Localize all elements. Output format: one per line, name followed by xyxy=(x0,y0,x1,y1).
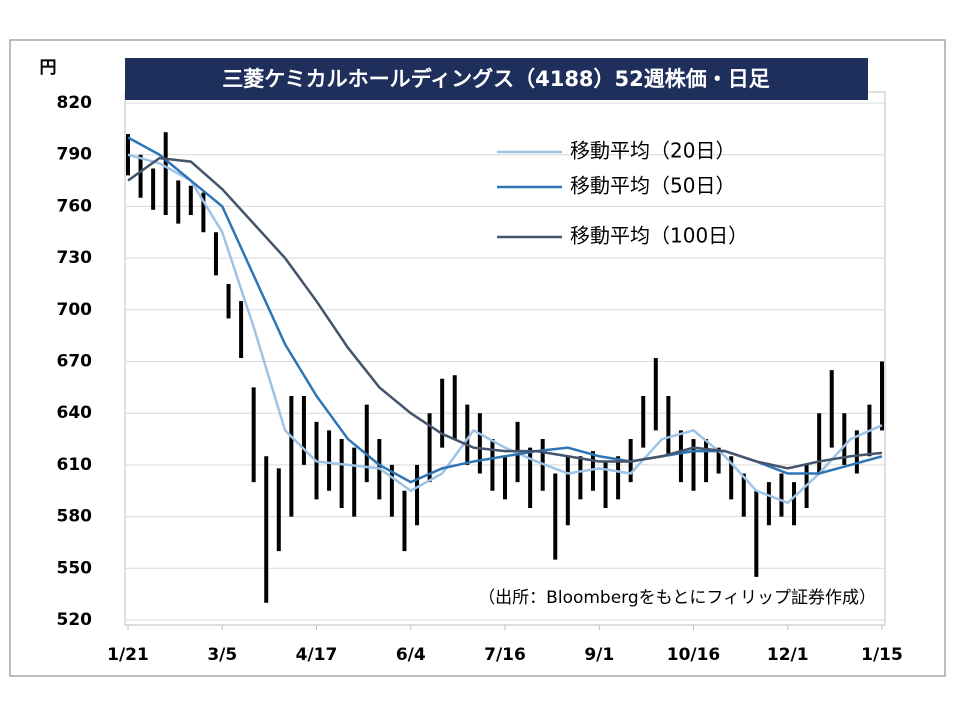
legend-label: 移動平均（100日） xyxy=(570,224,748,248)
frame xyxy=(9,39,946,677)
y-tick-label: 730 xyxy=(57,248,93,268)
y-tick-label: 790 xyxy=(57,145,93,165)
y-tick-label: 580 xyxy=(57,507,93,527)
y-tick-label: 550 xyxy=(57,558,93,578)
moving-average-line xyxy=(127,156,883,470)
x-tick-label: 3/5 xyxy=(207,645,237,665)
chart-title: 三菱ケミカルホールディングス（4188）52週株価・日足 xyxy=(222,67,770,91)
title-banner xyxy=(125,58,868,100)
legend-label: 移動平均（20日） xyxy=(570,139,735,163)
x-tick-label: 1/15 xyxy=(861,645,903,665)
moving-average-line xyxy=(127,153,883,505)
y-tick-label: 520 xyxy=(57,610,93,630)
x-tick-label: 7/16 xyxy=(484,645,526,665)
x-tick-label: 6/4 xyxy=(396,645,426,665)
x-tick-label: 4/17 xyxy=(296,645,338,665)
source-note: （出所：Bloombergをもとにフィリップ証券作成） xyxy=(478,588,876,608)
x-tick-label: 9/1 xyxy=(584,645,614,665)
x-tick-label: 10/16 xyxy=(667,645,721,665)
y-tick-label: 670 xyxy=(57,352,93,372)
y-tick-label: 700 xyxy=(57,300,93,320)
y-tick-label: 760 xyxy=(57,196,93,216)
x-tick-label: 1/21 xyxy=(107,645,149,665)
y-tick-label: 610 xyxy=(57,455,93,475)
y-tick-label: 640 xyxy=(57,403,93,423)
y-axis-unit: 円 xyxy=(40,58,57,78)
legend-label: 移動平均（50日） xyxy=(570,174,735,198)
y-tick-label: 820 xyxy=(57,93,93,113)
x-tick-label: 12/1 xyxy=(767,645,809,665)
